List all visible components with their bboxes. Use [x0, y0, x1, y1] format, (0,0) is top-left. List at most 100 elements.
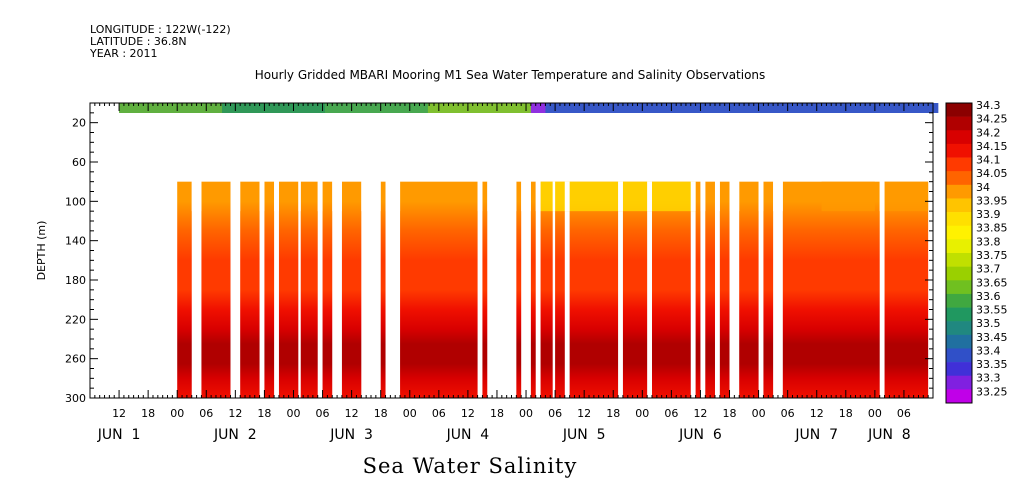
- data-block-17: [652, 181, 691, 398]
- colorbar-label-16: 33.5: [976, 317, 1001, 330]
- data-gap-19: [714, 181, 720, 212]
- colorbar-label-13: 33.65: [976, 276, 1008, 289]
- y-tick-label-140: 140: [65, 235, 86, 248]
- x-date-label: JUN 1: [97, 427, 141, 443]
- data-gap-8: [385, 181, 401, 212]
- colorbar-label-19: 33.35: [976, 358, 1008, 371]
- x-axis-title: Sea Water Salinity: [362, 454, 578, 478]
- data-block-15: [569, 181, 619, 398]
- x-hour-label: 12: [228, 407, 242, 420]
- colorbar-swatch-7: [946, 198, 972, 213]
- data-gap-14: [564, 181, 570, 212]
- x-hour-label: 00: [170, 407, 184, 420]
- colorbar-label-6: 34: [976, 181, 990, 194]
- colorbar-swatch-20: [946, 375, 972, 390]
- colorbar-label-12: 33.7: [976, 263, 1001, 276]
- data-gap-13: [552, 181, 556, 212]
- y-tick-label-180: 180: [65, 274, 86, 287]
- data-block-12: [530, 181, 536, 398]
- colorbar-label-2: 34.2: [976, 126, 1001, 139]
- colorbar-swatch-17: [946, 334, 972, 349]
- fresh-patch-1: [821, 181, 875, 212]
- x-hour-label: 18: [606, 407, 620, 420]
- x-hour-label: 18: [839, 407, 853, 420]
- x-hour-label: 12: [810, 407, 824, 420]
- data-gap-12: [535, 181, 541, 212]
- y-axis-title: DEPTH (m): [35, 221, 48, 281]
- data-gap-11: [521, 181, 531, 212]
- data-block-5: [300, 181, 318, 398]
- data-gap-21: [758, 181, 764, 212]
- x-hour-label: 12: [112, 407, 126, 420]
- colorbar-label-14: 33.6: [976, 290, 1001, 303]
- data-block-18: [695, 181, 701, 398]
- data-gap-1: [230, 181, 241, 212]
- colorbar-label-10: 33.8: [976, 235, 1001, 248]
- x-date-label: JUN 4: [446, 427, 490, 443]
- longitude-label: LONGITUDE : 122W(-122): [90, 23, 231, 36]
- colorbar-label-9: 33.85: [976, 222, 1008, 235]
- data-block-14: [555, 181, 565, 398]
- x-hour-label: 00: [635, 407, 649, 420]
- data-block-0: [177, 181, 192, 398]
- data-block-10: [482, 181, 488, 398]
- colorbar-swatch-14: [946, 293, 972, 308]
- data-block-2: [240, 181, 260, 398]
- data-block-11: [516, 181, 522, 398]
- colorbar-swatch-15: [946, 307, 972, 322]
- latitude-label: LATITUDE : 36.8N: [90, 35, 187, 48]
- x-hour-label: 00: [519, 407, 533, 420]
- colorbar-swatch-9: [946, 225, 972, 240]
- data-gap-15: [618, 181, 623, 212]
- colorbar-swatch-19: [946, 362, 972, 377]
- surface-seg-2-0: [545, 103, 939, 113]
- colorbar-swatch-21: [946, 389, 972, 404]
- colorbar-label-3: 34.15: [976, 140, 1008, 153]
- surface-seg-0-1: [222, 103, 326, 113]
- data-block-16: [622, 181, 648, 398]
- x-hour-label: 12: [345, 407, 359, 420]
- x-hour-label: 00: [868, 407, 882, 420]
- colorbar-swatch-18: [946, 348, 972, 363]
- colorbar-label-11: 33.75: [976, 249, 1008, 262]
- colorbar-swatch-10: [946, 239, 972, 254]
- data-gap-9: [477, 181, 483, 212]
- x-hour-label: 18: [723, 407, 737, 420]
- data-gap-23: [879, 181, 885, 212]
- data-block-24: [884, 181, 929, 398]
- data-block-8: [380, 181, 386, 398]
- x-hour-label: 06: [897, 407, 911, 420]
- data-gap-17: [690, 181, 696, 212]
- x-hour-label: 12: [577, 407, 591, 420]
- x-date-label: JUN 6: [678, 427, 722, 443]
- data-gap-2: [259, 181, 265, 212]
- colorbar-label-4: 34.1: [976, 154, 1001, 167]
- colorbar-label-20: 33.3: [976, 372, 1001, 385]
- colorbar-frame: [945, 102, 973, 404]
- colorbar-swatch-3: [946, 143, 972, 158]
- x-hour-label: 18: [257, 407, 271, 420]
- x-date-label: JUN 2: [213, 427, 257, 443]
- data-gap-3: [274, 181, 279, 212]
- data-block-22: [763, 181, 774, 398]
- colorbar-label-21: 33.25: [976, 385, 1008, 398]
- data-gap-4: [298, 181, 301, 212]
- data-block-1: [201, 181, 231, 398]
- colorbar-label-1: 34.25: [976, 113, 1008, 126]
- data-block-21: [739, 181, 759, 398]
- y-tick-label-260: 260: [65, 353, 86, 366]
- x-hour-label: 00: [752, 407, 766, 420]
- x-date-label: JUN 8: [867, 427, 911, 443]
- y-tick-label-300: 300: [65, 392, 86, 405]
- year-label: YEAR : 2011: [90, 47, 158, 60]
- data-block-7: [341, 181, 362, 398]
- data-gap-5: [317, 181, 323, 212]
- x-hour-label: 06: [781, 407, 795, 420]
- data-gap-0: [191, 181, 202, 212]
- data-gap-18: [700, 181, 706, 212]
- y-tick-label-20: 20: [72, 117, 86, 130]
- colorbar-swatch-4: [946, 157, 972, 172]
- data-block-3: [264, 181, 275, 398]
- colorbar-label-17: 33.45: [976, 331, 1008, 344]
